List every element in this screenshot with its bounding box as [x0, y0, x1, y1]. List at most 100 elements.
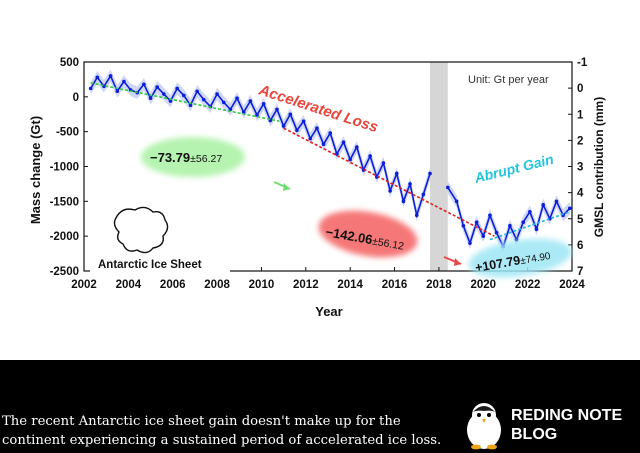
y2-tick-label: 7: [577, 266, 583, 278]
data-point: [494, 230, 499, 235]
trend-value-green: −73.79: [150, 150, 190, 165]
data-point: [188, 103, 193, 107]
y2-axis-title: GMSL contribution (mm): [592, 97, 606, 237]
data-point: [88, 86, 93, 91]
chart-svg: 2002 2004 2006 2008 2010 2012 2014 2016 2018 2020…: [28, 57, 606, 319]
antarctica-icon: [113, 206, 169, 254]
data-point: [341, 140, 346, 144]
data-point: [474, 220, 479, 225]
data-point: [408, 182, 412, 186]
data-point: [182, 93, 186, 98]
arrow-green-icon: [273, 181, 291, 191]
y2-tick-label: 5: [577, 214, 584, 226]
data-point: [421, 192, 426, 197]
data-point: [148, 96, 153, 101]
data-point: [321, 142, 326, 147]
data-gap-band: [430, 62, 448, 271]
data-point: [221, 100, 226, 105]
unit-note: Unit: Gt per year: [468, 74, 549, 86]
y-tick-label: -1000: [50, 162, 79, 174]
data-point: [368, 154, 372, 158]
data-point: [534, 227, 539, 231]
inset-map: Antarctic Ice Sheet: [90, 195, 230, 275]
series-line-0: [89, 74, 431, 219]
brand-line-1: REDING NOTE: [511, 407, 623, 424]
data-point: [295, 128, 299, 133]
data-point: [288, 112, 293, 117]
trend-line-0: [90, 82, 280, 123]
data-point: [428, 171, 432, 176]
data-point: [162, 92, 166, 96]
y2-tick-label: 0: [577, 83, 583, 95]
data-point: [445, 185, 450, 190]
data-point: [528, 209, 532, 214]
x-tick-label: 2016: [382, 279, 408, 291]
data-point: [335, 152, 339, 156]
y2-tick-label: 3: [577, 162, 583, 174]
y-tick-label: 0: [73, 92, 79, 104]
data-point: [195, 89, 199, 94]
y-tick-label: -2000: [50, 231, 79, 243]
trend-badge-cyan: +107.79±74.90: [468, 238, 572, 278]
brand-name: REDING NOTE BLOG: [511, 406, 622, 444]
y2-tick-label: 2: [577, 135, 583, 147]
data-point: [567, 206, 572, 211]
trend-unc-cyan: ±74.90: [519, 251, 551, 267]
y2-tick-label: -1: [577, 57, 588, 69]
data-point: [275, 107, 279, 112]
caption-bar: The recent Antarctic ice sheet gain does…: [0, 360, 640, 453]
data-point: [454, 199, 459, 204]
trend-line-2: [489, 211, 571, 241]
trend-badge-green: −73.79±56.27: [141, 137, 245, 177]
data-point: [328, 131, 333, 135]
x-axis-title: Year: [315, 304, 342, 319]
y-tick-label: -500: [56, 127, 79, 139]
data-point: [461, 223, 466, 228]
arrow-red-icon: [443, 256, 462, 266]
data-point: [348, 157, 352, 162]
y-axis-title: Mass change (Gt): [28, 116, 43, 224]
data-point: [142, 82, 146, 87]
data-point: [381, 161, 386, 165]
data-point: [215, 92, 219, 96]
uncertainty-band-0: [90, 69, 431, 222]
data-point: [95, 75, 100, 80]
y2-tick-label: 4: [577, 188, 584, 200]
data-point: [541, 203, 545, 207]
caption-text: The recent Antarctic ice sheet gain does…: [2, 414, 442, 448]
x-tick-label: 2018: [426, 279, 452, 291]
x-tick-label: 2024: [559, 279, 585, 291]
chart-area: 2002 2004 2006 2008 2010 2012 2014 2016 2018 2020…: [28, 57, 606, 319]
data-point: [488, 213, 492, 218]
data-point: [388, 189, 392, 193]
data-point: [255, 113, 259, 117]
x-tick-label: 2020: [470, 279, 496, 291]
data-point: [122, 79, 126, 84]
x-tick-label: 2022: [515, 279, 541, 291]
annotation-abrupt-gain: Abrupt Gain: [472, 151, 555, 186]
data-point: [115, 89, 120, 94]
y2-tick-label: 1: [577, 109, 584, 121]
trend-unc-green: ±56.27: [190, 153, 222, 165]
data-point: [201, 97, 206, 102]
y2-tick-label: 6: [577, 240, 583, 252]
data-point: [301, 119, 306, 124]
x-tick-label: 2002: [71, 279, 97, 291]
y-tick-label: 500: [60, 57, 79, 69]
data-point: [261, 102, 266, 106]
x-tick-label: 2012: [293, 279, 319, 291]
data-point: [248, 99, 253, 103]
data-point: [355, 145, 359, 149]
y-tick-label: -1500: [50, 196, 79, 208]
x-tick-label: 2006: [160, 279, 186, 291]
y-tick-label: -2500: [50, 266, 79, 278]
data-point: [235, 96, 239, 101]
data-point: [315, 126, 319, 130]
data-point: [228, 107, 233, 112]
data-point: [108, 74, 113, 78]
x-tick-label: 2004: [116, 279, 142, 291]
x-tick-label: 2010: [249, 279, 275, 291]
data-point: [508, 223, 512, 228]
brand-line-2: BLOG: [511, 426, 558, 443]
data-point: [554, 199, 559, 204]
